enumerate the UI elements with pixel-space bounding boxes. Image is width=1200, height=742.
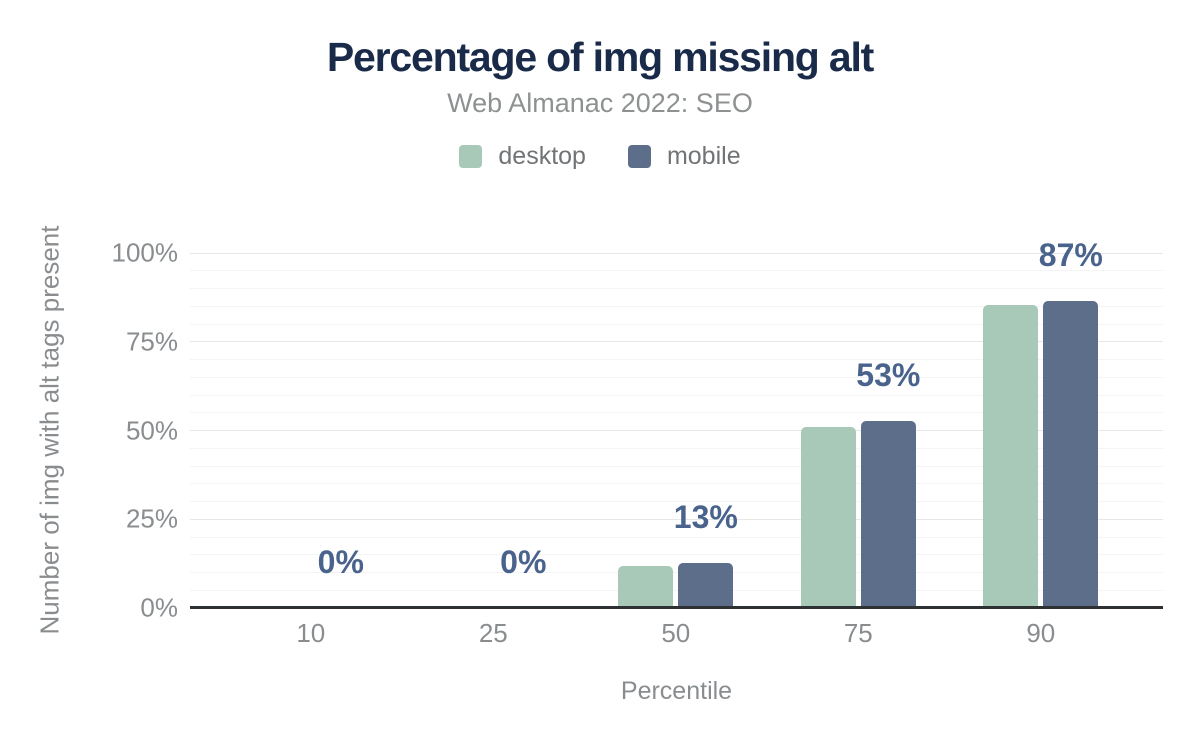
minor-gridline bbox=[190, 270, 1163, 272]
x-tick-label-p25: 25 bbox=[478, 618, 508, 648]
minor-gridline bbox=[190, 359, 1163, 360]
bar-mobile-p90 bbox=[1043, 300, 1099, 608]
mobile-swatch-icon bbox=[627, 145, 651, 168]
minor-gridline bbox=[190, 288, 1163, 289]
minor-gridline bbox=[190, 412, 1163, 414]
chart-title: Percentage of img missing alt bbox=[326, 34, 874, 80]
minor-gridline bbox=[190, 323, 1163, 325]
major-gridline bbox=[190, 252, 1163, 254]
bar-desktop-p90 bbox=[983, 305, 1039, 608]
legend-item-desktop: desktop bbox=[459, 142, 586, 171]
major-gridline bbox=[190, 430, 1163, 431]
x-tick-label-p90: 90 bbox=[1026, 618, 1056, 648]
minor-gridline bbox=[190, 572, 1163, 573]
bar-desktop-p50 bbox=[618, 566, 674, 608]
y-tick-label: 75% bbox=[125, 326, 178, 357]
desktop-swatch-icon bbox=[459, 145, 483, 168]
bar-mobile-p50 bbox=[678, 563, 734, 608]
legend-item-mobile: mobile bbox=[627, 142, 741, 171]
value-label-p90: 87% bbox=[1038, 236, 1103, 273]
minor-gridline bbox=[190, 536, 1163, 538]
x-tick-label-p10: 10 bbox=[296, 618, 326, 648]
minor-gridline bbox=[190, 305, 1163, 307]
y-tick-label: 0% bbox=[140, 592, 178, 623]
minor-gridline bbox=[190, 589, 1163, 591]
minor-gridline bbox=[190, 376, 1163, 378]
minor-gridline bbox=[190, 554, 1163, 556]
major-gridline bbox=[190, 518, 1163, 520]
y-tick-label: 25% bbox=[125, 503, 178, 534]
plot-area: 0% 0% 13% 53% 87% bbox=[190, 239, 1163, 608]
y-tick-label: 50% bbox=[125, 415, 178, 445]
x-axis-title: Percentile bbox=[620, 677, 733, 705]
value-label-p50: 13% bbox=[673, 499, 738, 536]
minor-gridline bbox=[190, 501, 1163, 502]
legend-label-desktop: desktop bbox=[498, 142, 586, 170]
legend-label-mobile: mobile bbox=[666, 142, 741, 170]
x-tick-label-p75: 75 bbox=[843, 618, 873, 648]
major-gridline bbox=[190, 341, 1163, 343]
minor-gridline bbox=[190, 447, 1163, 449]
chart-subtitle: Web Almanac 2022: SEO bbox=[447, 88, 753, 118]
legend: desktop mobile bbox=[0, 142, 1200, 171]
minor-gridline bbox=[190, 465, 1163, 467]
value-label-p75: 53% bbox=[856, 356, 921, 393]
minor-gridline bbox=[190, 483, 1163, 485]
y-tick-label: 100% bbox=[111, 237, 179, 268]
x-axis-line bbox=[190, 606, 1163, 609]
minor-gridline bbox=[190, 394, 1163, 396]
value-label-p25: 0% bbox=[500, 544, 547, 580]
x-tick-label-p50: 50 bbox=[661, 618, 691, 648]
bar-mobile-p75 bbox=[860, 420, 916, 608]
value-label-p10: 0% bbox=[317, 544, 364, 580]
bar-desktop-p75 bbox=[800, 426, 856, 608]
